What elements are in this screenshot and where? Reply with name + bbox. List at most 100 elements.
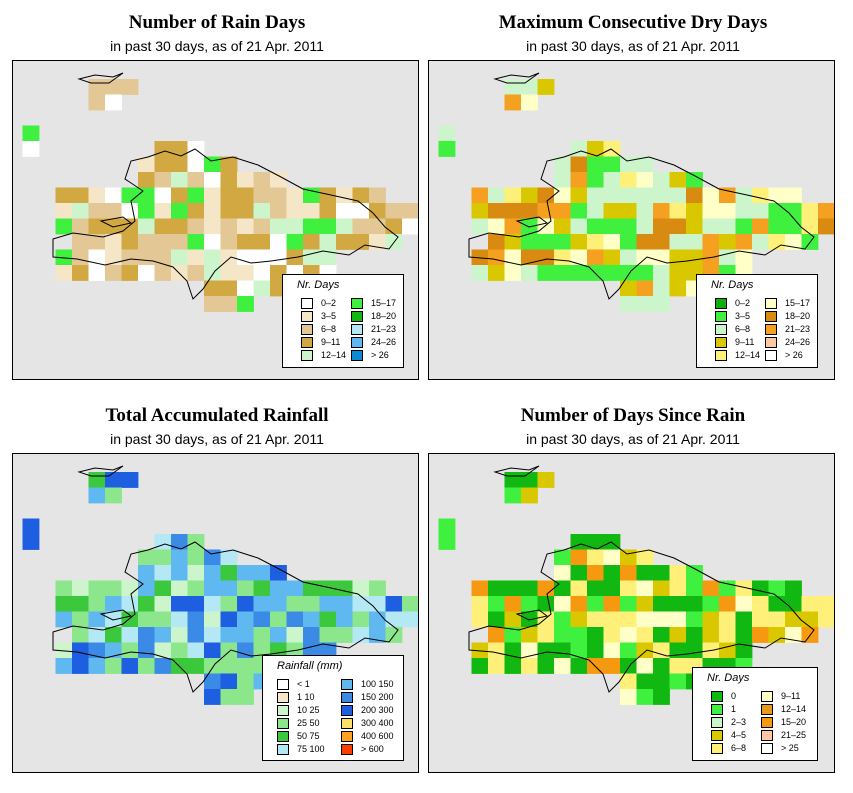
grid-cell [270, 580, 287, 597]
grid-cell [521, 203, 538, 219]
grid-cell [237, 596, 254, 612]
legend-label: 0 [731, 691, 737, 701]
legend-swatch [301, 337, 313, 348]
grid-cell [187, 234, 205, 250]
grid-cell [105, 658, 122, 674]
grid-cell [686, 249, 703, 266]
grid-cell [603, 580, 621, 597]
grid-cell [636, 265, 654, 281]
grid-cell [319, 187, 337, 204]
grid-cell [735, 203, 753, 219]
grid-cell [402, 203, 418, 219]
legend-label: 18–20 [371, 311, 397, 321]
grid-cell [554, 565, 571, 581]
grid-cell [253, 565, 271, 581]
grid-cell [636, 187, 654, 204]
grid-cell [237, 627, 254, 643]
grid-cell [204, 172, 221, 188]
grid-cell [204, 689, 221, 705]
grid-cell [138, 203, 155, 219]
grid-cell [554, 627, 571, 643]
grid-cell [270, 249, 287, 266]
grid-cell [537, 658, 555, 674]
grid-cell [719, 234, 736, 250]
legend-swatch [765, 337, 777, 348]
grid-cell [72, 187, 89, 204]
grid-cell [537, 265, 555, 281]
grid-cell [620, 673, 637, 690]
grid-cell [587, 611, 604, 628]
grid-cell [253, 187, 271, 204]
grid-cell [504, 79, 522, 95]
grid-cell [237, 218, 254, 235]
grid-cell [603, 642, 621, 659]
grid-cell [121, 187, 139, 204]
grid-cell [653, 565, 670, 581]
grid-cell [319, 580, 337, 597]
grid-cell [319, 627, 337, 643]
grid-cell [237, 187, 254, 204]
grid-cell [253, 203, 271, 219]
grid-cell [22, 141, 40, 157]
panel-subtitle: in past 30 days, as of 21 Apr. 2011 [110, 431, 324, 447]
grid-cell [570, 172, 588, 188]
grid-cell [187, 172, 205, 188]
grid-cell [669, 172, 687, 188]
grid-cell [303, 249, 320, 266]
gonave-island-outline [515, 216, 549, 228]
legend-label: 2–3 [731, 717, 747, 727]
grid-cell [138, 234, 155, 250]
legend-label: 12–14 [321, 350, 347, 360]
grid-cell [253, 249, 271, 266]
grid-cell [653, 611, 670, 628]
grid-cell [504, 472, 522, 488]
grid-cell [587, 218, 604, 235]
grid-cell [88, 596, 106, 612]
map-legend: Nr. Days 0–2 3–5 6–8 9–11 12–14 15–17 18–20 21–… [282, 274, 404, 368]
grid-cell [669, 596, 687, 612]
grid-cell [121, 79, 139, 95]
grid-cell [554, 658, 571, 674]
grid-cell [570, 141, 588, 157]
grid-cell [171, 627, 188, 643]
legend-swatch [301, 311, 313, 322]
grid-cell [818, 596, 834, 612]
grid-cell [105, 487, 122, 504]
legend-swatch [277, 744, 289, 755]
grid-cell [752, 596, 769, 612]
grid-cell [521, 234, 538, 250]
grid-cell [488, 203, 505, 219]
grid-cell [570, 565, 588, 581]
grid-cell [669, 627, 687, 643]
island-outline [468, 541, 815, 693]
grid-cell [154, 596, 172, 612]
grid-cell [138, 156, 155, 173]
grid-cell [620, 187, 637, 204]
legend-label: 50 75 [297, 731, 320, 741]
grid-cell [438, 518, 456, 535]
grid-cell [653, 296, 670, 312]
grid-cell [504, 611, 522, 628]
grid-cell [253, 580, 271, 597]
grid-cell [719, 203, 736, 219]
grid-cell [336, 627, 353, 643]
grid-cell [636, 642, 654, 659]
grid-cell [686, 234, 703, 250]
legend-label: 100 150 [361, 679, 394, 689]
grid-cell [587, 156, 604, 173]
grid-cell [752, 627, 769, 643]
grid-cell [237, 280, 254, 297]
grid-cell [785, 580, 802, 597]
grid-cell [270, 187, 287, 204]
grid-cell [369, 580, 386, 597]
grid-cell [587, 249, 604, 266]
grid-cell [237, 265, 254, 281]
grid-cell [702, 611, 720, 628]
grid-cell [686, 172, 703, 188]
grid-cell [204, 580, 221, 597]
grid-cell [237, 565, 254, 581]
grid-cell [138, 172, 155, 188]
grid-cell [504, 487, 522, 504]
grid-cell [537, 234, 555, 250]
legend-label: 9–11 [781, 691, 801, 701]
